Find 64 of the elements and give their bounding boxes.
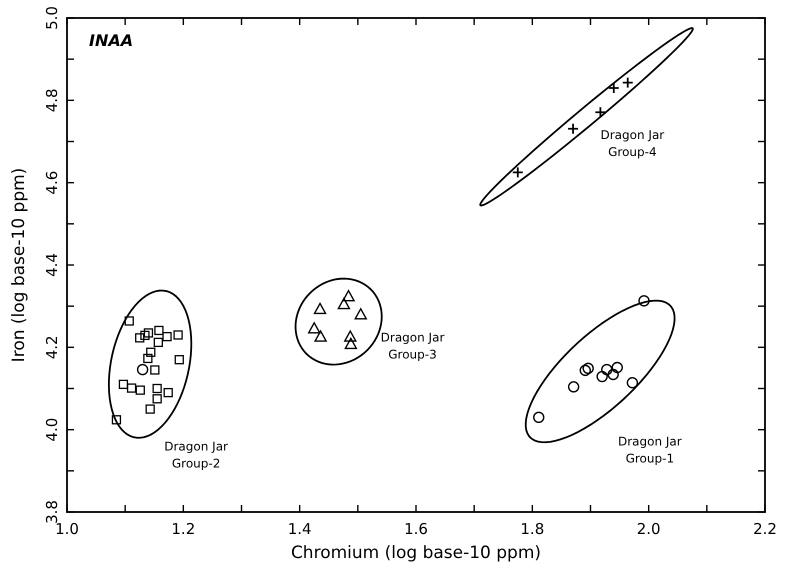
x-tick-label: 2.0: [636, 520, 661, 538]
point: [154, 326, 164, 336]
point: [150, 365, 160, 375]
point: [608, 82, 619, 93]
point: [164, 388, 173, 398]
annotation: Dragon Jar Group-3: [380, 330, 444, 362]
x-tick-label: 2.2: [753, 520, 777, 538]
point: [595, 107, 606, 118]
annotation: INAA: [89, 31, 134, 50]
y-tick-label: 5.0: [43, 6, 61, 30]
y-tick-label: 4.8: [43, 88, 61, 112]
point: [314, 330, 327, 342]
y-tick-label: 4.6: [43, 170, 61, 195]
x-tick-label: 1.8: [520, 520, 544, 538]
point: [143, 354, 152, 364]
point: [626, 377, 638, 388]
y-tick-label: 4.2: [43, 335, 61, 360]
point: [154, 338, 163, 348]
point: [533, 412, 544, 424]
point: [136, 364, 148, 376]
y-tick-label: 4.0: [43, 418, 61, 442]
point: [146, 404, 155, 414]
point: [568, 124, 578, 134]
point: [512, 167, 523, 178]
point: [638, 295, 650, 307]
point: [140, 330, 150, 340]
point: [126, 383, 136, 393]
point: [601, 364, 612, 376]
x-tick-label: 1.6: [404, 520, 428, 538]
point: [174, 355, 184, 364]
point: [580, 364, 591, 376]
point: [144, 328, 154, 338]
point: [146, 348, 156, 357]
point: [124, 316, 134, 326]
y-axis-title: Iron (log base-10 ppm): [9, 168, 29, 362]
annotation: Dragon Jar Group-2: [164, 439, 228, 470]
annotation: Dragon Jar Group-1: [618, 434, 682, 466]
point: [118, 380, 128, 390]
point: [612, 362, 623, 374]
annotation: Dragon Jar Group-4: [600, 128, 664, 160]
point: [338, 298, 350, 310]
point: [344, 330, 356, 342]
point: [112, 415, 122, 424]
point: [162, 332, 172, 342]
point: [173, 330, 183, 340]
point: [607, 368, 619, 380]
point: [354, 308, 367, 320]
point: [568, 381, 580, 393]
x-tick-label: 1.2: [171, 520, 196, 538]
point: [314, 302, 326, 314]
x-axis-title: Chromium (log base-10 ppm): [290, 543, 542, 563]
y-tick-label: 4.4: [43, 253, 61, 277]
x-tick-label: 1.4: [288, 520, 312, 538]
point: [136, 385, 145, 395]
point: [135, 333, 144, 343]
point: [596, 370, 608, 382]
point: [622, 78, 633, 88]
point: [342, 290, 355, 302]
point: [152, 394, 162, 404]
point: [152, 384, 162, 394]
y-tick-label: 3.8: [43, 500, 61, 524]
point: [582, 362, 594, 374]
point: [308, 322, 320, 334]
point: [344, 338, 358, 350]
